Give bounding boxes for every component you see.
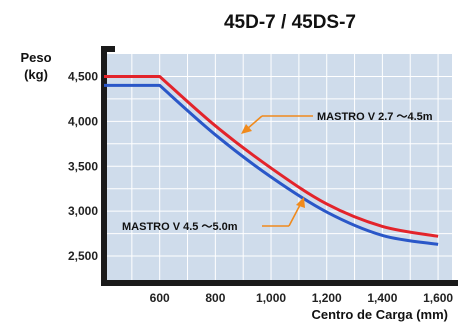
y-axis-cap — [101, 46, 115, 52]
x-tick-label: 800 — [205, 291, 225, 305]
y-tick-label: 4,500 — [68, 69, 98, 83]
y-tick-label: 3,000 — [68, 204, 98, 218]
series-line-mastro-2-7 — [104, 74, 439, 238]
y-axis-label-line-2: (kg) — [24, 67, 48, 82]
y-tick-label: 4,000 — [68, 114, 98, 128]
x-tick-label: 600 — [150, 291, 170, 305]
x-axis-label: Centro de Carga (mm) — [311, 307, 448, 322]
y-axis-label-line-1: Peso — [20, 50, 51, 65]
annotation-leader-mastro-4-5-diag — [288, 204, 301, 227]
plot-background — [104, 54, 452, 283]
y-tick-label: 2,500 — [68, 249, 98, 263]
x-tick-label: 1,000 — [256, 291, 286, 305]
x-tick-label: 1,400 — [367, 291, 397, 305]
annotation-arrowhead-mastro-2-7 — [241, 124, 252, 134]
series-line-mastro-4-5 — [104, 83, 439, 246]
x-tick-label: 1,200 — [312, 291, 342, 305]
annotation-mastro-2-7: MASTRO V 2.7 ～4.5m — [317, 111, 433, 123]
y-tick-label: 3,500 — [68, 159, 98, 173]
chart-title: 45D-7 / 45DS-7 — [224, 12, 356, 33]
annotation-leader-mastro-2-7-diag — [246, 115, 263, 130]
annotation-arrowhead-mastro-4-5 — [296, 197, 305, 208]
annotation-mastro-4-5: MASTRO V 4.5 ～5.0m — [122, 221, 238, 233]
x-tick-label: 1,600 — [423, 291, 453, 305]
